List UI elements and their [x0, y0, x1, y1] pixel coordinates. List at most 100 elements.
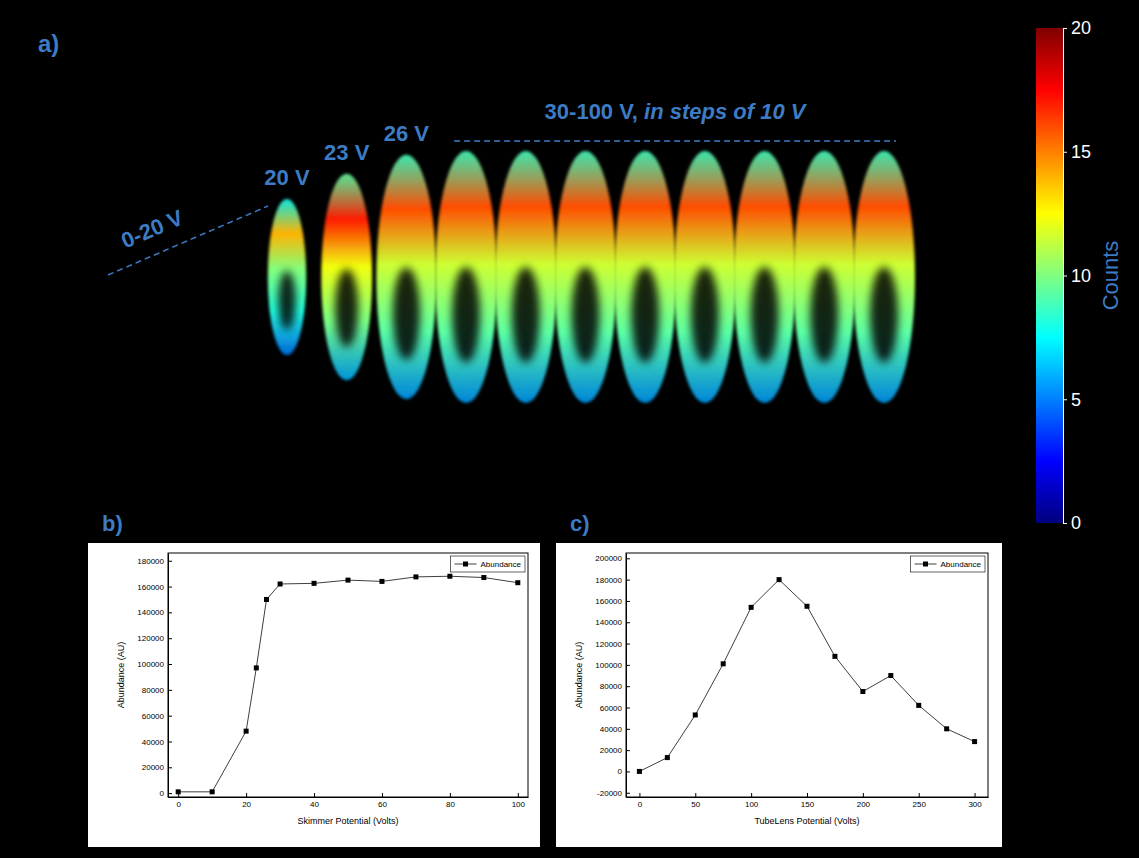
tick-label: 150	[801, 800, 815, 809]
tick: 50	[691, 793, 700, 809]
legend-label: Abundance	[941, 560, 982, 569]
tick: 80000	[600, 682, 630, 691]
x-axis: 020406080100	[169, 793, 529, 809]
legend-item: Abundance	[455, 560, 522, 569]
tick-mark	[919, 793, 920, 797]
tick-label: 15	[1071, 142, 1091, 162]
ion-cloud	[793, 151, 855, 403]
tick-label: 0	[638, 800, 643, 809]
cloud-hole	[691, 267, 719, 363]
cloud-hole	[572, 267, 600, 363]
marker	[972, 739, 977, 744]
marks	[176, 574, 521, 795]
tick-label: 140000	[137, 608, 164, 617]
tick: 180000	[137, 557, 172, 566]
marker	[481, 575, 486, 580]
annotation: 20 V	[264, 165, 310, 190]
tick-mark	[626, 750, 630, 751]
tick-mark	[626, 793, 630, 794]
tick-label: 0	[176, 800, 181, 809]
marker	[860, 689, 865, 694]
tick-mark	[626, 729, 630, 730]
plot-frame	[626, 553, 988, 797]
tick-mark	[1063, 152, 1067, 153]
tick-mark	[168, 716, 172, 717]
tick-label: 160000	[137, 583, 164, 592]
ion-cloud	[435, 151, 497, 403]
figure: a)0-20 V20 V23 V26 V30-100 V, in steps o…	[0, 0, 1139, 858]
tick-mark	[626, 686, 630, 687]
tick-label: 100000	[137, 660, 164, 669]
tick-mark	[450, 793, 451, 797]
tick: 80	[446, 793, 455, 809]
tick: 40	[310, 793, 319, 809]
marker	[693, 712, 698, 717]
tick-label: 100	[745, 800, 759, 809]
tick: 40000	[142, 738, 172, 747]
marker	[832, 654, 837, 659]
tick-label: 140000	[595, 618, 622, 627]
panel-label: a)	[38, 30, 59, 57]
tick-label: 60000	[600, 704, 623, 713]
annotation: 0-20 V	[117, 205, 187, 253]
y-axis-title: Abundance (AU)	[116, 642, 126, 709]
tick: 20	[242, 793, 251, 809]
tick-mark	[626, 771, 630, 772]
tick: 100	[512, 793, 526, 809]
tick-label: 60000	[142, 712, 165, 721]
tick-mark	[178, 793, 179, 797]
tick-mark	[168, 561, 172, 562]
tick-label: 0	[1071, 513, 1081, 533]
tick-label: 160000	[595, 597, 622, 606]
tick-label: 40000	[600, 725, 623, 734]
tick: 60000	[142, 712, 172, 721]
legend-item: Abundance	[915, 560, 982, 569]
tick: 20000	[600, 746, 630, 755]
legend-marker	[923, 562, 928, 567]
colorbar-title: Counts	[1098, 241, 1123, 311]
y-axis-title: Abundance (AU)	[574, 642, 584, 709]
tick: 100	[745, 793, 759, 809]
ion-cloud	[674, 151, 736, 403]
legend: Abundance	[911, 556, 985, 572]
tick: 160000	[595, 597, 630, 606]
cloud-hole	[278, 271, 295, 330]
legend-box	[911, 556, 985, 572]
tick: 200	[857, 793, 871, 809]
x-axis: 050100150200250300	[627, 793, 989, 809]
tick: 0	[176, 793, 181, 809]
tick-mark	[626, 601, 630, 602]
tick-label: 5	[1071, 390, 1081, 410]
tick-mark	[314, 793, 315, 797]
tick-mark	[626, 558, 630, 559]
tick: 300	[968, 793, 982, 809]
tick-mark	[246, 793, 247, 797]
tick: 60000	[600, 704, 630, 713]
tick-label: 80	[446, 800, 455, 809]
marker	[944, 726, 949, 731]
tick: -20000	[597, 789, 630, 798]
tick-label: 120000	[595, 640, 622, 649]
tick-mark	[168, 664, 172, 665]
tick: 140000	[137, 608, 172, 617]
tick-label: 180000	[137, 557, 164, 566]
tick-label: 40000	[142, 738, 165, 747]
panel-label: c)	[570, 511, 590, 536]
x-axis-title: Skimmer Potential (Volts)	[297, 816, 398, 826]
marks	[637, 577, 977, 774]
marker	[413, 574, 418, 579]
panel-a: a)0-20 V20 V23 V26 V30-100 V, in steps o…	[38, 18, 1123, 533]
tick-mark	[168, 767, 172, 768]
tick-mark	[1063, 399, 1067, 400]
tick-mark	[807, 793, 808, 797]
panel-background	[556, 543, 1002, 847]
tick: 160000	[137, 583, 172, 592]
tick-label: 80000	[142, 686, 165, 695]
tick: 140000	[595, 618, 630, 627]
tick: 200000	[595, 554, 630, 563]
ion-cloud	[268, 199, 306, 355]
cloud-hole	[512, 267, 540, 363]
background	[0, 0, 1139, 858]
ion-cloud	[734, 151, 796, 403]
panel-label: b)	[102, 511, 123, 536]
